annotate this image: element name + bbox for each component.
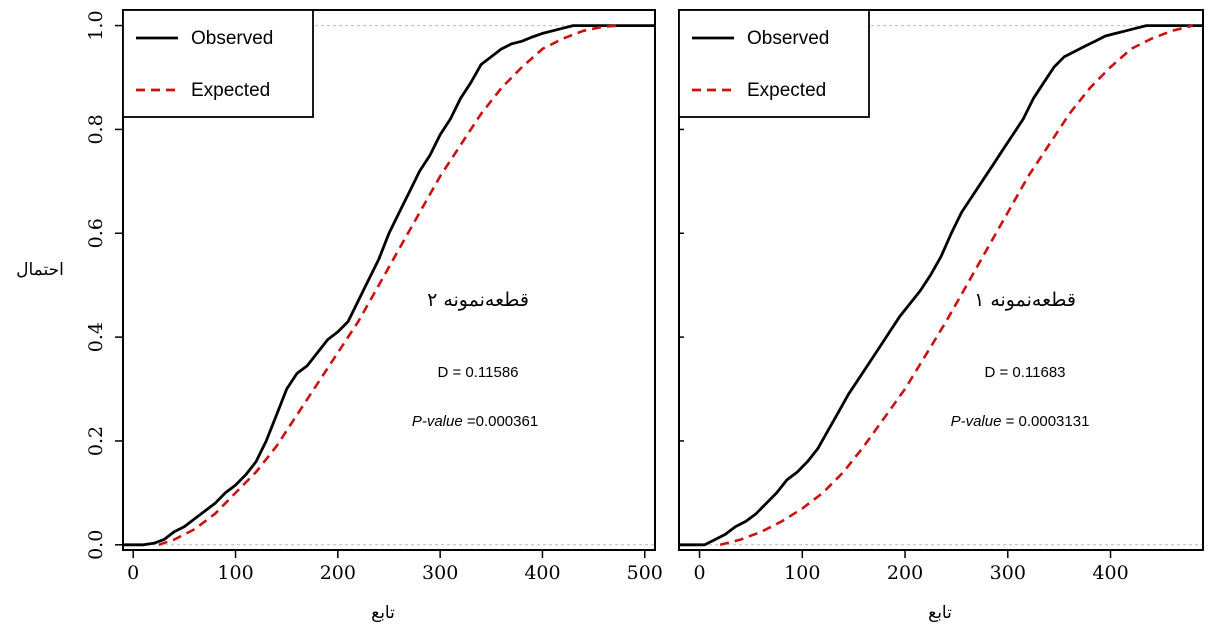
- series-expected-line: [719, 24, 1194, 547]
- x-tick-label-0: 0: [694, 562, 706, 584]
- x-tick-label-0: 0: [127, 562, 139, 584]
- x-tick-label-3: 300: [422, 562, 458, 584]
- y-tick-label-1: 0.2: [85, 426, 107, 456]
- x-tick-label-5: 500: [627, 562, 663, 584]
- y-axis-label: احتمال: [16, 260, 64, 280]
- y-tick-label-0: 0.0: [85, 530, 107, 560]
- x-tick-label-1: 100: [217, 562, 253, 584]
- legend-box: [122, 9, 314, 118]
- legend-label-observed: Observed: [747, 28, 829, 49]
- x-axis-label: تابع: [928, 603, 952, 623]
- legend-box: [678, 9, 870, 118]
- p-value-number: =0.000361: [463, 413, 539, 430]
- p-value-label: P-value: [951, 413, 1002, 430]
- x-tick-label-3: 300: [990, 562, 1026, 584]
- d-statistic: D = 0.11683: [984, 364, 1065, 381]
- legend-label-observed: Observed: [191, 28, 273, 49]
- p-value-label: P-value: [412, 413, 463, 430]
- p-value-text: P-value = 0.0003131: [951, 413, 1090, 430]
- y-tick-label-4: 0.8: [85, 114, 107, 144]
- y-tick-label-2: 0.4: [85, 322, 107, 352]
- panel-sample-2: 0 100 200 300 400 500 0.0 0.2 0.4 0.6 0.8 1.0 Observ…: [85, 9, 663, 623]
- y-tick-label-5: 1.0: [85, 10, 107, 40]
- x-tick-label-2: 200: [887, 562, 923, 584]
- x-tick-label-4: 400: [1092, 562, 1128, 584]
- sample-label: قطعه‌نمونه ۱: [974, 289, 1076, 311]
- legend-label-expected: Expected: [747, 80, 826, 101]
- plot-frame: [122, 9, 656, 551]
- x-tick-label-1: 100: [784, 562, 820, 584]
- d-statistic: D = 0.11586: [437, 364, 518, 381]
- x-axis-label: تابع: [371, 603, 395, 623]
- p-value-text: P-value =0.000361: [412, 413, 538, 430]
- y-tick-label-3: 0.6: [85, 218, 107, 248]
- panel-sample-1: 0 100 200 300 400 Observed Expected قطعه‌نمونه …: [678, 9, 1204, 623]
- x-tick-label-2: 200: [320, 562, 356, 584]
- legend-label-expected: Expected: [191, 80, 270, 101]
- sample-label: قطعه‌نمونه ۲: [427, 289, 529, 311]
- series-expected-line: [158, 24, 620, 547]
- series-observed-line: [123, 24, 655, 547]
- legend: Observed Expected: [678, 9, 870, 118]
- p-value-number: = 0.0003131: [1001, 413, 1089, 430]
- legend: Observed Expected: [122, 9, 314, 118]
- series-observed-line: [679, 24, 1203, 547]
- plot-frame: [678, 9, 1204, 551]
- x-tick-label-4: 400: [524, 562, 560, 584]
